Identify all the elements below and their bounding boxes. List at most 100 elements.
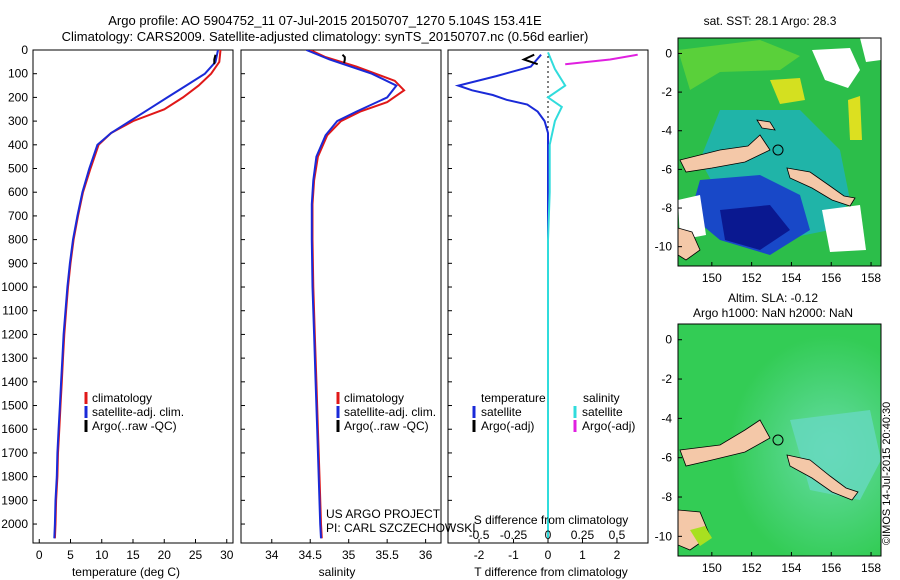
map-x-tick-label: 156 [821,561,841,575]
map-y-tick-label: -4 [661,411,672,425]
series-line-s-argo [565,53,638,66]
x-tick-label: 2 [614,548,621,562]
sla-map-frame [677,323,882,557]
x-tick-label: -1 [508,548,519,562]
legend-label-argo: Argo(..raw -QC) [344,419,429,433]
land-papua [678,227,701,261]
difference-plot [454,52,638,543]
map-y-tick-label: -6 [661,451,672,465]
sla-map-axes: 150 152 154 156 158 0 -2 -4 -6 -8 -10 [655,333,882,575]
map-y-tick-label: -10 [655,529,673,543]
depth-tick-label: 1000 [1,280,28,294]
sla-map-subtitle: Argo h1000: NaN h2000: NaN [693,306,853,320]
sla-map [678,324,881,556]
map-x-tick-label: 158 [861,271,881,285]
sst-warm-patch [770,78,805,104]
map-y-tick-label: -10 [655,240,673,254]
land-island [756,119,776,131]
series-line-s-satellite [546,52,567,539]
series-line-climatology [53,50,222,539]
series-line-t-satellite [454,54,549,539]
depth-tick-label: 1800 [1,470,28,484]
depth-tick-label: 700 [8,209,28,223]
salinity-plot [306,50,406,539]
x-tick-label: 0 [545,548,552,562]
sla-map-title: Altim. SLA: -0.12 [728,291,818,305]
map-y-tick-label: -6 [661,162,672,176]
legend-heading-salinity: salinity [583,391,620,405]
land-bougainville [786,167,856,207]
difference-xlabel: T difference from climatology [474,565,628,579]
x-tick-label: 25 [189,548,203,562]
difference-legend: temperature salinity satellite Argo(-adj… [472,391,635,433]
x-tick-label: 10 [95,548,109,562]
argo-location-marker [772,144,784,156]
map-y-tick-label: -2 [661,372,672,386]
series-line-t-argo [521,53,539,66]
sst-map-frame [677,37,882,267]
depth-tick-label: 1100 [2,304,28,318]
series-line-argo [213,54,217,65]
top-x-tick-label: 0.25 [571,528,595,542]
depth-tick-label: 300 [8,114,28,128]
legend-label-t-argo: Argo(-adj) [481,419,534,433]
salinity-x-ticks: 34 34.5 35 35.5 36 [265,539,433,562]
depth-tick-label: 100 [8,67,28,81]
top-x-tick-label: -0.25 [500,528,528,542]
depth-tick-label: 2000 [1,517,28,531]
map-x-tick-label: 152 [742,271,762,285]
depth-tick-label: 800 [8,233,28,247]
depth-tick-label: 1600 [1,422,28,436]
legend-label-climatology: climatology [344,391,404,405]
depth-tick-label: 1200 [1,327,28,341]
map-x-tick-label: 154 [781,561,801,575]
legend-label-t-satellite: satellite [481,405,522,419]
sst-map [678,38,881,266]
land-new-britain [679,134,771,173]
sst-map-title: sat. SST: 28.1 Argo: 28.3 [704,14,837,28]
land-new-britain [679,419,771,467]
map-x-tick-label: 150 [702,561,722,575]
map-x-tick-label: 158 [861,561,881,575]
legend-label-climatology: climatology [92,391,152,405]
x-tick-label: 20 [158,548,172,562]
map-y-tick-label: -2 [661,85,672,99]
temperature-x-ticks: 0 5 10 15 20 25 30 [36,539,234,562]
sla-patch [690,526,712,546]
x-tick-label: 35.5 [375,548,399,562]
depth-tick-label: 400 [8,138,28,152]
top-x-tick-label: -0.5 [469,528,490,542]
map-y-tick-label: -8 [661,490,672,504]
legend-label-argo: Argo(..raw -QC) [92,419,177,433]
series-line-satellite-adj-clim- [306,50,398,539]
project-pi: PI: CARL SZCZECHOWSKI [326,521,476,535]
legend-label-satellite: satellite-adj. clim. [92,405,184,419]
sst-warm-patch [848,96,862,140]
sst-patch [678,40,800,90]
map-y-tick-label: -8 [661,201,672,215]
map-y-tick-label: 0 [665,46,672,60]
sst-map-axes: 150 152 154 156 158 0 -2 -4 -6 -8 -10 [655,46,882,285]
temperature-panel-frame [32,49,234,544]
salinity-xlabel: salinity [319,565,356,579]
x-tick-label: 30 [220,548,234,562]
figure-title-line1: Argo profile: AO 5904752_11 07-Jul-2015 … [108,13,542,28]
x-tick-label: 35 [342,548,356,562]
s-difference-x-ticks: -0.5 -0.25 0 0.25 0.5 [469,528,626,542]
depth-tick-label: 1500 [1,399,28,413]
map-x-tick-label: 154 [781,271,801,285]
series-line-climatology [309,50,406,539]
map-y-tick-label: 0 [665,333,672,347]
sst-missing-data [822,205,866,252]
x-tick-label: -2 [474,548,485,562]
map-x-tick-label: 156 [821,271,841,285]
depth-tick-label: 200 [8,90,28,104]
credit-stamp: ©IMOS 14-Jul-2015 20:40:30 [881,401,893,545]
legend-label-s-argo: Argo(-adj) [582,419,635,433]
temperature-xlabel: temperature (deg C) [72,565,180,579]
x-tick-label: 5 [67,548,74,562]
series-line-argo [341,54,346,64]
depth-tick-label: 1900 [1,493,28,507]
x-tick-label: 34.5 [299,548,323,562]
